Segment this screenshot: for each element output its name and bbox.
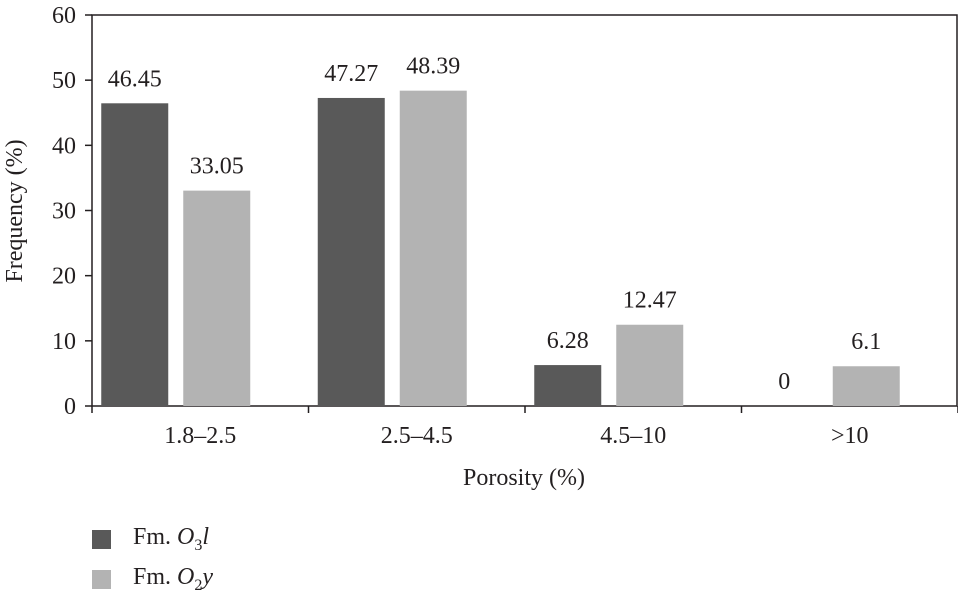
bar xyxy=(534,365,602,406)
y-tick-label: 30 xyxy=(52,199,76,225)
bars-group xyxy=(101,90,900,407)
bar-value-label: 33.05 xyxy=(190,154,244,180)
legend-label-o3l: Fm. O3l xyxy=(133,524,209,555)
legend-item-o3l: Fm. O3l xyxy=(92,524,213,555)
legend-prefix: Fm. xyxy=(133,563,178,590)
bar-value-label: 48.39 xyxy=(406,54,460,80)
legend-label-o2y: Fm. O2y xyxy=(133,564,213,595)
x-tick-label: 1.8–2.5 xyxy=(164,423,236,449)
legend-swatch-o3l xyxy=(92,529,111,549)
bar xyxy=(399,90,467,406)
legend-sub: 3 xyxy=(194,536,203,554)
bar xyxy=(317,97,385,407)
bar xyxy=(616,324,684,406)
bar-value-label: 12.47 xyxy=(623,288,677,314)
bar xyxy=(183,190,251,406)
bar xyxy=(101,103,169,406)
y-tick-label: 0 xyxy=(64,394,76,420)
y-tick-label: 60 xyxy=(52,3,76,29)
x-tick-label: 2.5–4.5 xyxy=(381,423,453,449)
legend: Fm. O3l Fm. O2y xyxy=(92,524,213,605)
bar xyxy=(832,366,900,406)
legend-sub: 2 xyxy=(194,576,203,594)
y-tick-label: 10 xyxy=(52,329,76,355)
y-tick-label: 50 xyxy=(52,68,76,94)
legend-main: O xyxy=(177,523,195,550)
bar-value-labels: 46.45 47.27 6.28 0 33.05 48.39 12.47 6.1 xyxy=(108,54,882,395)
legend-swatch-o2y xyxy=(92,569,111,589)
x-tick-label: 4.5–10 xyxy=(600,423,666,449)
x-axis-title: Porosity (%) xyxy=(463,465,585,491)
legend-main: O xyxy=(177,563,195,590)
bar-value-label: 0 xyxy=(778,369,790,395)
legend-suffix: l xyxy=(202,523,210,550)
x-axis-ticks: 1.8–2.5 2.5–4.5 4.5–10 >10 xyxy=(91,406,958,449)
y-tick-label: 20 xyxy=(52,264,76,290)
legend-suffix: y xyxy=(202,563,214,590)
legend-item-o2y: Fm. O2y xyxy=(92,564,213,595)
y-axis-ticks: 0 10 20 30 40 50 60 xyxy=(52,3,92,420)
x-tick-label: >10 xyxy=(831,423,869,449)
bar-value-label: 46.45 xyxy=(108,66,162,92)
bar-value-label: 6.1 xyxy=(851,329,881,355)
bar-value-label: 47.27 xyxy=(324,61,378,87)
bar-value-label: 6.28 xyxy=(547,328,589,354)
y-tick-label: 40 xyxy=(52,133,76,159)
y-axis-title: Frequency (%) xyxy=(2,139,28,282)
legend-prefix: Fm. xyxy=(133,523,178,550)
bar-chart: 0 10 20 30 40 50 60 1.8–2.5 2.5–4.5 4.5–10 >10 46… xyxy=(2,3,958,491)
